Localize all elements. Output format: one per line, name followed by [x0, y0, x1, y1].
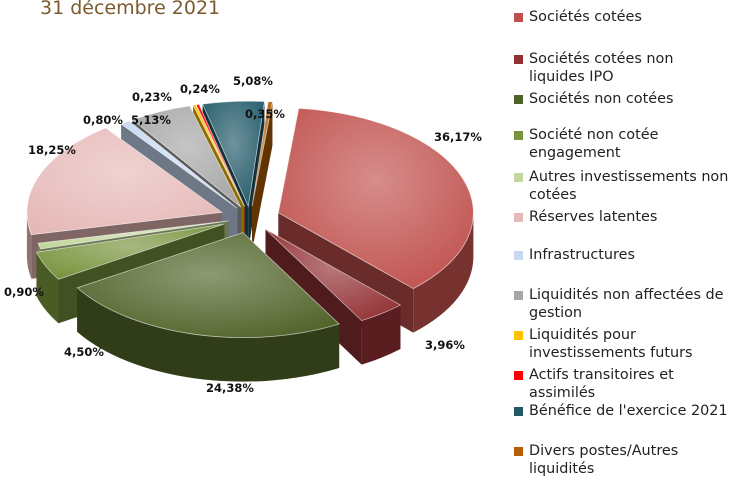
legend-swatch: [514, 407, 523, 416]
legend-item-12: Divers postes/Autres liquidités: [514, 442, 733, 477]
legend-label: Sociétés cotées: [529, 9, 642, 25]
legend-label: Société non cotée engagement: [529, 127, 659, 161]
data-label-8: 5,13%: [131, 113, 171, 127]
legend-label: Liquidités pour investissements futurs: [529, 327, 693, 361]
data-label-4: 4,50%: [64, 345, 104, 359]
legend-label: Divers postes/Autres liquidités: [529, 443, 679, 477]
legend-item-3: Sociétés non cotées: [514, 90, 733, 108]
legend-swatch: [514, 95, 523, 104]
legend-item-2: Sociétés cotées non liquides IPO: [514, 50, 733, 86]
legend-item-11: Bénéfice de l'exercice 2021: [514, 402, 733, 420]
chart-title: 31 décembre 2021: [40, 0, 221, 19]
legend-swatch: [514, 131, 523, 140]
legend-item-5: Autres investissements non cotées: [514, 168, 733, 204]
legend-label: Infrastructures: [529, 247, 635, 263]
legend-label: Sociétés cotées non liquides IPO: [529, 51, 674, 85]
legend-label: Bénéfice de l'exercice 2021: [529, 403, 728, 419]
legend-swatch: [514, 251, 523, 260]
data-label-6: 18,25%: [28, 143, 76, 157]
legend-swatch: [514, 213, 523, 222]
legend-item-7: Infrastructures: [514, 246, 733, 264]
legend-swatch: [514, 447, 523, 456]
data-label-11: 5,08%: [233, 74, 273, 88]
data-label-7: 0,80%: [83, 113, 123, 127]
legend-label: Liquidités non affectées de gestion: [529, 287, 724, 321]
pie-slice-12: [251, 101, 273, 251]
legend-swatch: [514, 371, 523, 380]
data-label-5: 0,90%: [4, 285, 44, 299]
legend-item-9: Liquidités pour investissements futurs: [514, 326, 733, 362]
pie-slice-3: [76, 232, 340, 382]
legend-label: Réserves latentes: [529, 209, 658, 225]
legend-label: Sociétés non cotées: [529, 91, 674, 107]
legend-label: Autres investissements non cotées: [529, 169, 729, 203]
legend-item-10: Actifs transitoires et assimilés: [514, 366, 733, 402]
data-label-12: 0,35%: [245, 107, 285, 121]
legend-swatch: [514, 55, 523, 64]
legend-swatch: [514, 173, 523, 182]
data-label-2: 3,96%: [425, 338, 465, 352]
legend-swatch: [514, 331, 523, 340]
legend-swatch: [514, 13, 523, 22]
legend-item-1: Sociétés cotées: [514, 8, 733, 26]
legend-item-8: Liquidités non affectées de gestion: [514, 286, 733, 322]
data-label-10: 0,24%: [180, 82, 220, 96]
legend-item-6: Réserves latentes: [514, 208, 733, 226]
legend-label: Actifs transitoires et assimilés: [529, 367, 674, 401]
legend-item-4: Société non cotée engagement: [514, 126, 733, 162]
legend-swatch: [514, 291, 523, 300]
data-label-3: 24,38%: [206, 381, 254, 395]
data-label-1: 36,17%: [434, 130, 482, 144]
data-label-9: 0,23%: [132, 90, 172, 104]
